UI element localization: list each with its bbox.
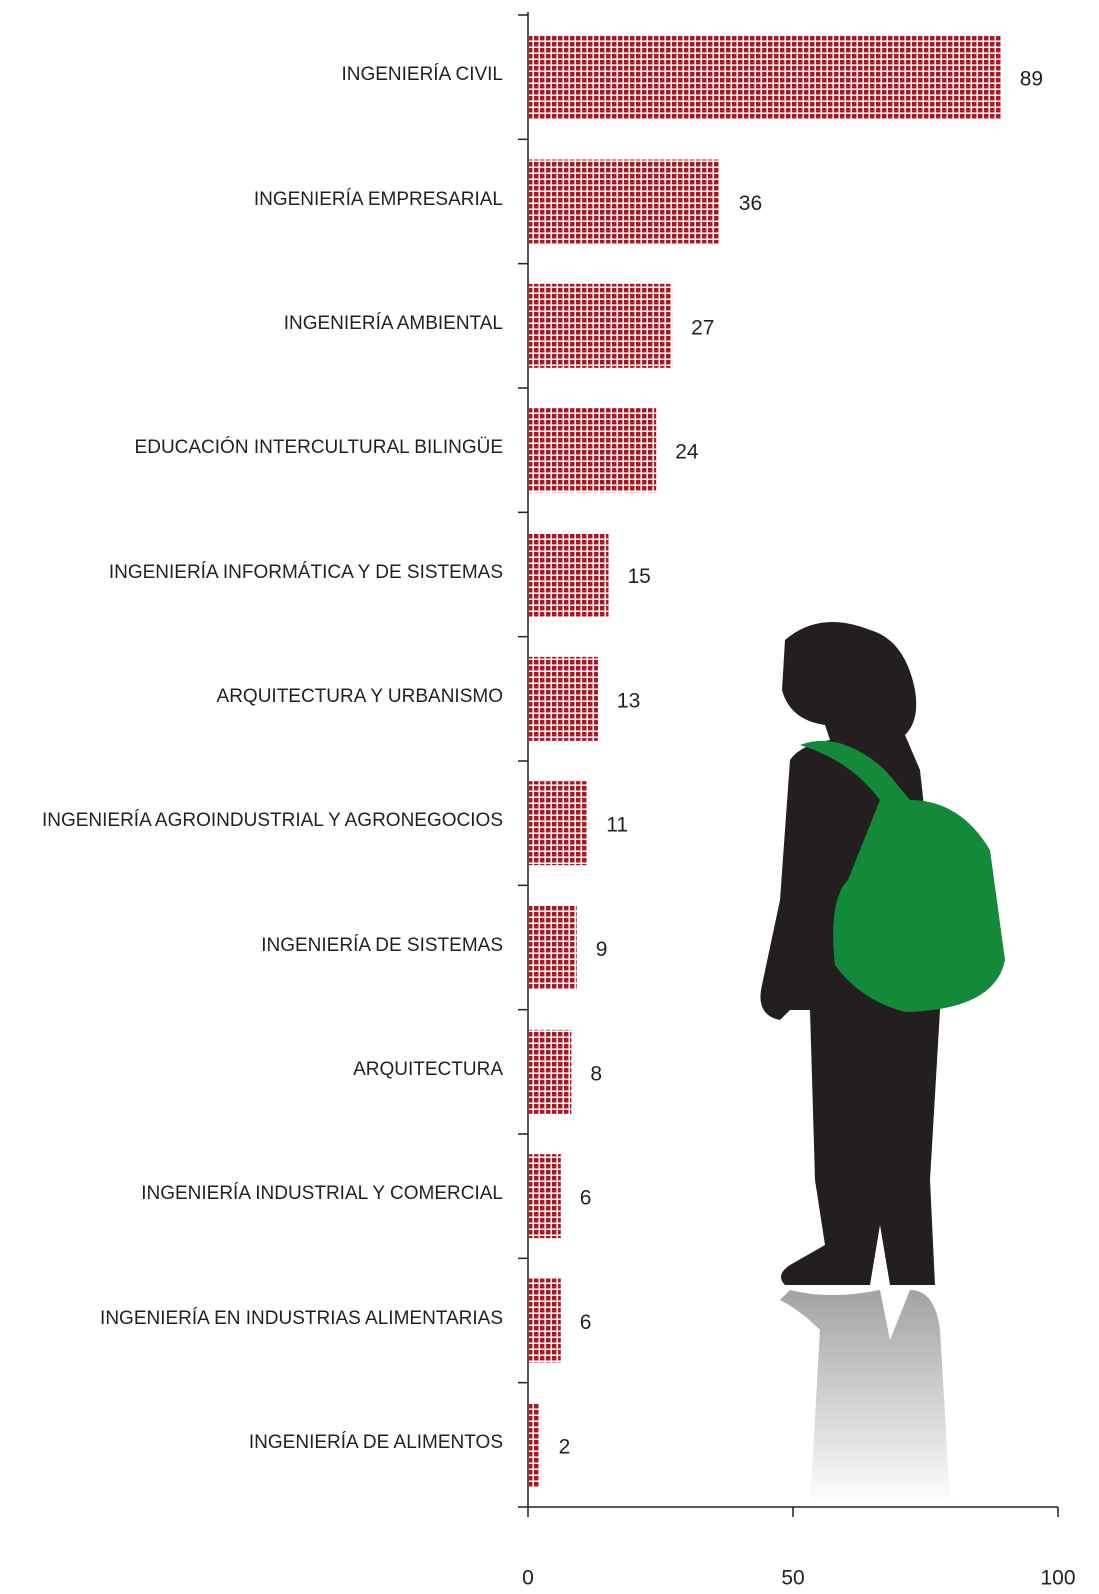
x-tick-label: 100 bbox=[1040, 1567, 1075, 1590]
bar bbox=[529, 1402, 540, 1487]
bar bbox=[529, 656, 598, 741]
bar bbox=[529, 905, 577, 990]
bar bbox=[529, 35, 1001, 120]
category-label: INGENIERÍA INDUSTRIAL Y COMERCIAL bbox=[141, 1183, 503, 1205]
bar bbox=[529, 159, 720, 244]
value-label: 89 bbox=[1020, 68, 1043, 91]
value-label: 8 bbox=[590, 1062, 602, 1085]
value-label: 24 bbox=[675, 441, 699, 464]
value-label: 13 bbox=[617, 689, 640, 712]
bar bbox=[529, 283, 673, 368]
category-label: INGENIERÍA INFORMÁTICA Y DE SISTEMAS bbox=[108, 561, 503, 583]
category-label: ARQUITECTURA bbox=[353, 1058, 503, 1080]
value-label: 36 bbox=[739, 192, 762, 215]
bar bbox=[529, 408, 657, 493]
value-label: 6 bbox=[580, 1311, 592, 1334]
category-label: INGENIERÍA AGROINDUSTRIAL Y AGRONEGOCIOS bbox=[41, 810, 503, 832]
category-label: INGENIERÍA EN INDUSTRIAS ALIMENTARIAS bbox=[100, 1307, 503, 1329]
category-label: INGENIERÍA AMBIENTAL bbox=[283, 312, 503, 334]
category-label: INGENIERÍA DE ALIMENTOS bbox=[248, 1431, 503, 1453]
category-label: ARQUITECTURA Y URBANISMO bbox=[216, 685, 503, 707]
bar bbox=[529, 781, 588, 866]
category-label: EDUCACIÓN INTERCULTURAL BILINGÜE bbox=[134, 437, 503, 459]
bar bbox=[529, 1029, 572, 1114]
value-label: 9 bbox=[596, 938, 608, 961]
value-label: 11 bbox=[606, 814, 628, 837]
bar bbox=[529, 1278, 561, 1363]
silhouette bbox=[760, 622, 1005, 1506]
bar bbox=[529, 532, 609, 617]
x-tick-label: 0 bbox=[522, 1567, 534, 1590]
x-tick-label: 50 bbox=[781, 1567, 804, 1590]
category-label: INGENIERÍA EMPRESARIAL bbox=[253, 188, 503, 210]
value-label: 27 bbox=[691, 316, 714, 339]
value-label: 15 bbox=[628, 565, 651, 588]
category-label: INGENIERÍA CIVIL bbox=[341, 64, 503, 86]
value-label: 2 bbox=[559, 1435, 571, 1458]
category-label: INGENIERÍA DE SISTEMAS bbox=[261, 934, 503, 956]
bar bbox=[529, 1154, 561, 1239]
value-label: 6 bbox=[580, 1187, 592, 1210]
